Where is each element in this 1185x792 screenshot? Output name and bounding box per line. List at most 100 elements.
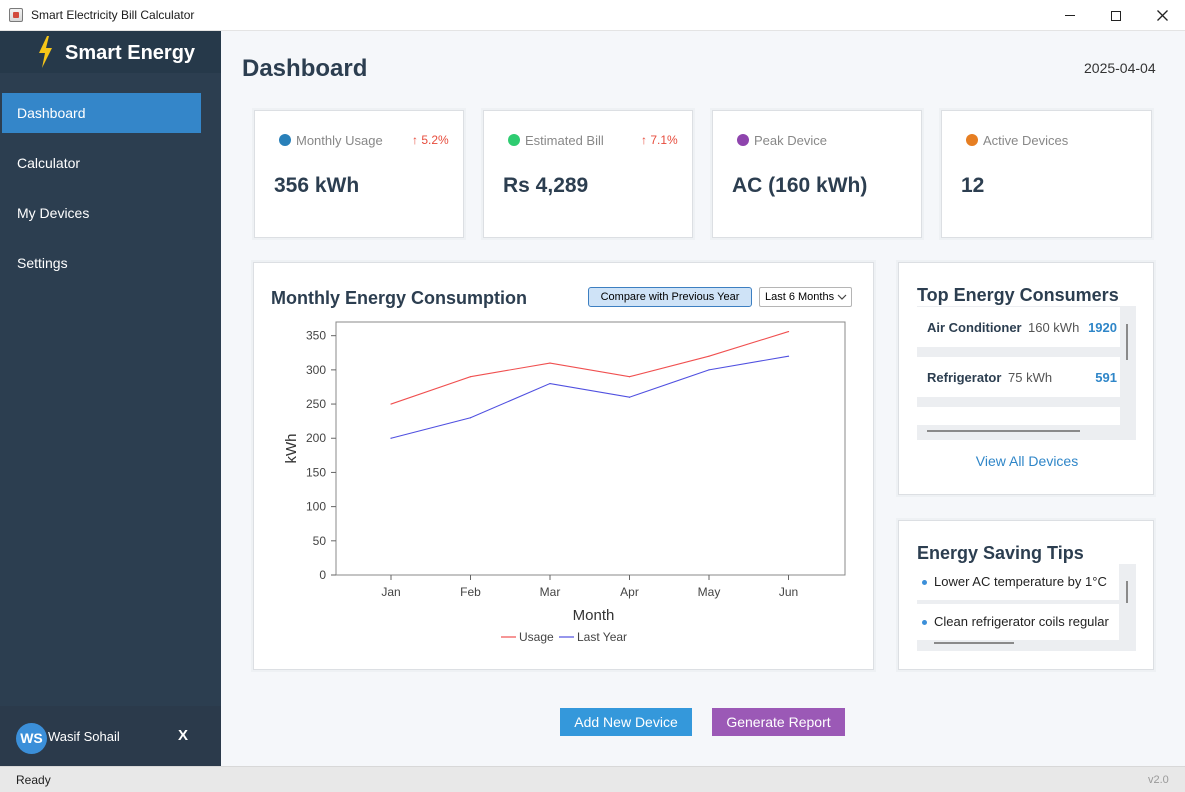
x-tick-label: Apr — [620, 585, 639, 599]
y-tick-label: 150 — [306, 465, 326, 479]
stat-label: Active Devices — [983, 133, 1069, 148]
generate-report-button[interactable]: Generate Report — [712, 708, 845, 736]
legend-label: Usage — [519, 630, 554, 644]
stat-card-peak-device: Peak Device AC (160 kWh) — [712, 110, 922, 238]
bullet-icon — [922, 620, 927, 625]
sidebar-item-settings[interactable]: Settings — [17, 255, 68, 271]
y-axis-label: kWh — [283, 434, 300, 464]
add-new-device-button[interactable]: Add New Device — [560, 708, 692, 736]
page-title: Dashboard — [242, 55, 368, 82]
chart-title: Monthly Energy Consumption — [271, 288, 527, 308]
data-point — [390, 437, 392, 439]
data-point — [390, 403, 392, 405]
legend-label: Last Year — [577, 630, 627, 644]
maximize-button[interactable] — [1093, 0, 1139, 31]
status-dot-icon — [966, 134, 978, 146]
sidebar-item-dashboard[interactable]: Dashboard — [2, 93, 201, 133]
x-tick-label: Mar — [540, 585, 561, 599]
status-dot-icon — [737, 134, 749, 146]
data-point — [628, 376, 631, 378]
y-tick-label: 100 — [306, 500, 326, 514]
tip-text: Lower AC temperature by 1°C — [934, 574, 1107, 589]
data-point — [787, 355, 790, 357]
data-point — [549, 382, 551, 385]
line-chart: 0 50 100 150 200 250 300 350 Jan Feb Mar Apr May Jun M… — [283, 321, 846, 644]
y-tick-label: 200 — [306, 431, 326, 445]
bullet-icon — [922, 580, 927, 585]
consumers-list[interactable]: Air Conditioner 160 kWh 1920 Refrigerato… — [917, 306, 1136, 440]
data-point — [549, 362, 551, 364]
y-tick-label: 350 — [306, 329, 326, 343]
stat-label: Peak Device — [754, 133, 827, 148]
data-point — [708, 369, 710, 371]
data-point — [469, 376, 472, 378]
y-tick-label: 0 — [319, 568, 326, 582]
horizontal-scrollbar[interactable] — [934, 642, 1014, 644]
stat-value: 12 — [961, 174, 985, 197]
compare-previous-year-button[interactable]: Compare with Previous Year — [588, 287, 752, 307]
list-item: Clean refrigerator coils regular — [917, 604, 1119, 640]
y-tick-label: 250 — [306, 397, 326, 411]
consumers-title: Top Energy Consumers — [917, 285, 1119, 305]
x-tick-label: May — [698, 585, 721, 599]
data-point — [628, 396, 631, 398]
view-all-devices-link[interactable]: View All Devices — [975, 453, 1079, 469]
sidebar: Smart Energy Dashboard Calculator My Dev… — [0, 31, 221, 766]
status-bar: Ready v2.0 — [0, 766, 1185, 792]
minimize-icon — [1065, 15, 1075, 16]
stat-trend: ↑ 5.2% — [412, 133, 449, 147]
stat-trend: ↑ 7.1% — [641, 133, 678, 147]
close-button[interactable] — [1139, 0, 1185, 31]
brand-header: Smart Energy — [0, 31, 221, 73]
plot-area — [335, 321, 846, 576]
data-point — [708, 355, 710, 357]
minimize-button[interactable] — [1047, 0, 1093, 31]
consumer-cost: 1920 — [1088, 320, 1117, 335]
consumer-cost: 591 — [1095, 370, 1117, 385]
stat-value: Rs 4,289 — [503, 174, 589, 197]
range-select-value: Last 6 Months — [765, 291, 835, 303]
vertical-scrollbar[interactable] — [1126, 324, 1128, 360]
status-dot-icon — [508, 134, 520, 146]
sidebar-item-calculator[interactable]: Calculator — [17, 155, 81, 171]
version-label: v2.0 — [1148, 774, 1169, 786]
series-line-usage — [390, 331, 789, 405]
window-title: Smart Electricity Bill Calculator — [31, 8, 195, 22]
top-consumers-card: Top Energy Consumers Air Conditioner 160… — [898, 262, 1154, 495]
range-select[interactable]: Last 6 Months — [759, 287, 852, 307]
stat-card-monthly-usage: Monthly Usage ↑ 5.2% 356 kWh — [254, 110, 464, 238]
horizontal-scrollbar[interactable] — [927, 430, 1080, 432]
sidebar-item-my-devices[interactable]: My Devices — [17, 205, 90, 221]
tips-title: Energy Saving Tips — [917, 543, 1084, 563]
consumer-kwh: 75 kWh — [1008, 370, 1053, 385]
stat-value: AC (160 kWh) — [732, 174, 868, 197]
consumer-name: Refrigerator — [927, 370, 1002, 385]
x-tick-label: Jan — [381, 585, 400, 599]
list-item-partial[interactable] — [917, 407, 1120, 425]
lightning-bolt-icon — [39, 36, 52, 68]
user-name: Wasif Sohail — [48, 729, 120, 744]
stat-card-estimated-bill: Estimated Bill ↑ 7.1% Rs 4,289 — [483, 110, 693, 238]
logout-button[interactable]: X — [178, 727, 189, 744]
list-item[interactable]: Refrigerator 75 kWh 591 — [917, 357, 1120, 397]
status-text: Ready — [16, 773, 51, 787]
series-line-last-year — [390, 355, 789, 439]
brand-name: Smart Energy — [65, 42, 196, 64]
app-icon — [9, 8, 23, 22]
y-tick-label: 300 — [306, 363, 326, 377]
current-date: 2025-04-04 — [1084, 60, 1156, 76]
maximize-icon — [1111, 10, 1121, 21]
avatar[interactable]: WS — [16, 723, 47, 754]
x-axis-label: Month — [573, 607, 615, 624]
list-item[interactable]: Air Conditioner 160 kWh 1920 — [917, 307, 1120, 347]
tip-text: Clean refrigerator coils regular — [934, 614, 1109, 629]
y-tick-label: 50 — [313, 534, 327, 548]
stat-label: Monthly Usage — [296, 133, 383, 148]
vertical-scrollbar[interactable] — [1126, 581, 1128, 603]
tips-list[interactable]: Lower AC temperature by 1°C Clean refrig… — [917, 564, 1136, 651]
consumption-chart-card: Monthly Energy Consumption Compare with … — [253, 262, 874, 670]
stat-value: 356 kWh — [274, 174, 360, 197]
consumer-kwh: 160 kWh — [1028, 320, 1080, 335]
chevron-down-icon — [837, 294, 847, 300]
